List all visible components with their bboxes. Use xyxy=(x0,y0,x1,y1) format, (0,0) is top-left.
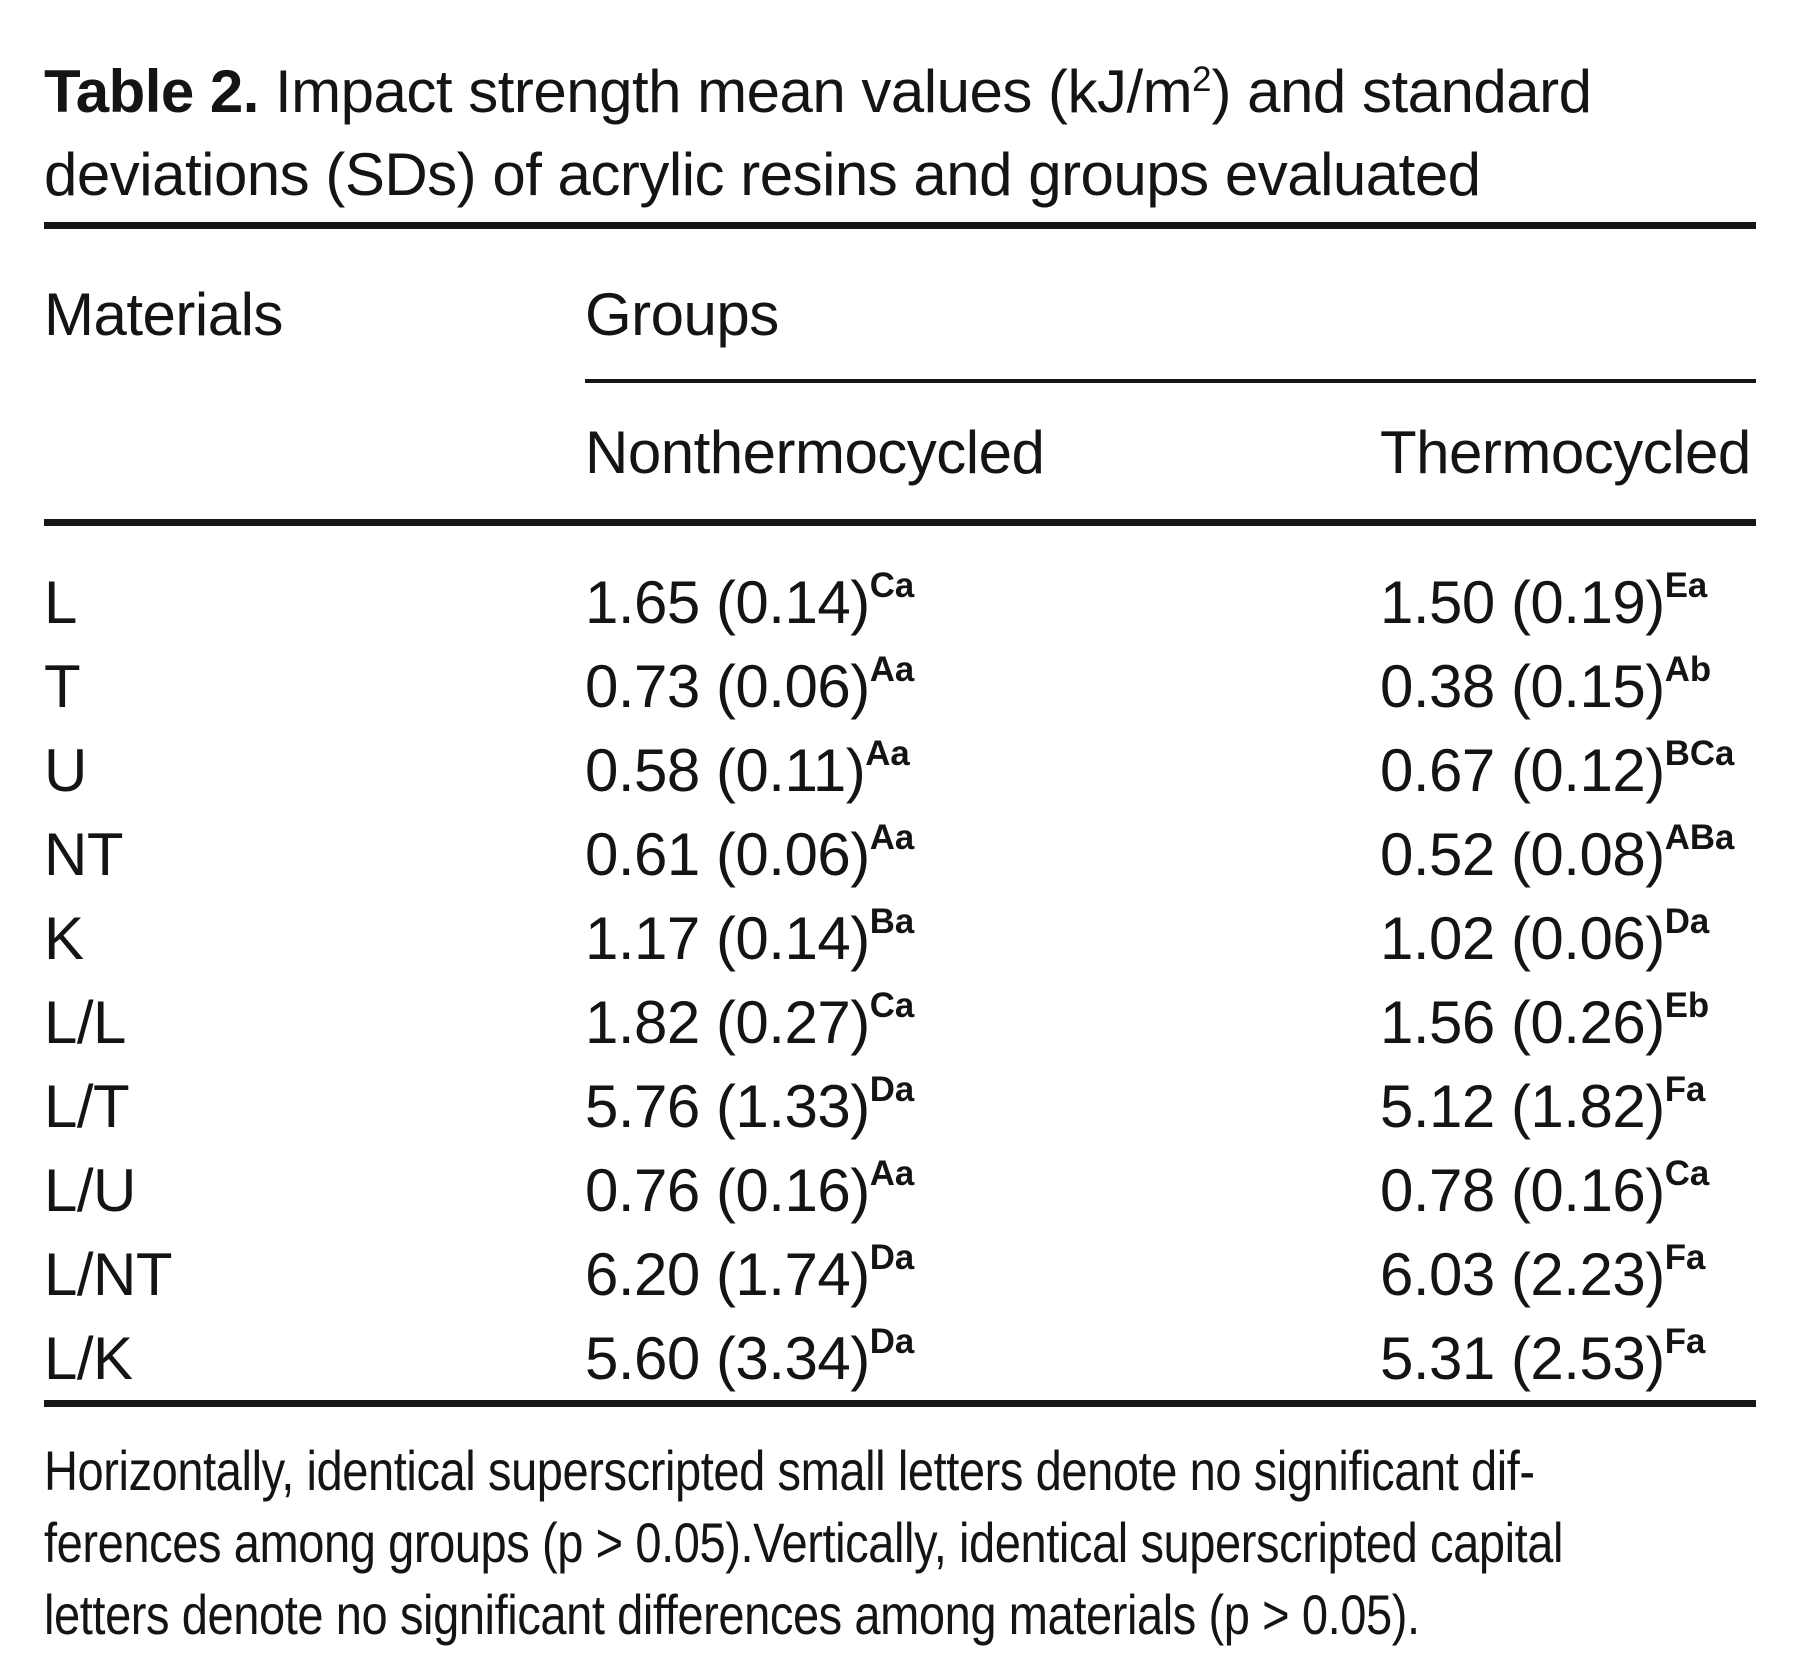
significance-superscript: Da xyxy=(869,1322,915,1362)
thermocycled-value: 1.50 (0.19)Ea xyxy=(1380,566,1708,636)
caption-text-post-sup: ) and standard xyxy=(1211,58,1592,125)
significance-superscript: Aa xyxy=(869,650,915,690)
nonthermocycled-value: 0.61 (0.06)Aa xyxy=(585,818,915,888)
footnote-line: ferences among groups (p > 0.05).Vertica… xyxy=(44,1511,1564,1574)
table-number-label: Table 2. xyxy=(44,58,259,125)
nonthermocycled-value: 0.73 (0.06)Aa xyxy=(585,650,915,720)
material-label: L/L xyxy=(44,988,126,1056)
significance-superscript: Ea xyxy=(1664,566,1708,606)
table-row: L/NT 6.20 (1.74)Da 6.03 (2.23)Fa xyxy=(44,1232,1756,1316)
nonthermocycled-value: 0.58 (0.11)Aa xyxy=(585,734,910,804)
subheader-thermocycled: Thermocycled xyxy=(1380,419,1751,486)
table-row: U 0.58 (0.11)Aa 0.67 (0.12)BCa xyxy=(44,728,1756,812)
groups-spanner-rule xyxy=(585,379,1756,383)
significance-superscript: Fa xyxy=(1664,1070,1706,1110)
nonthermocycled-value: 6.20 (1.74)Da xyxy=(585,1238,915,1308)
materials-column-header: Materials xyxy=(44,281,283,348)
thermocycled-value: 1.02 (0.06)Da xyxy=(1380,902,1710,972)
thermocycled-value: 5.31 (2.53)Fa xyxy=(1380,1322,1706,1392)
significance-superscript: Ca xyxy=(869,566,915,606)
table-row: L/T 5.76 (1.33)Da 5.12 (1.82)Fa xyxy=(44,1064,1756,1148)
material-label: T xyxy=(44,652,81,720)
significance-superscript: Da xyxy=(869,1238,915,1278)
groups-column-header: Groups xyxy=(585,281,779,348)
table-footnote: Horizontally, identical superscripted sm… xyxy=(44,1435,1756,1651)
significance-superscript: Ca xyxy=(869,986,915,1026)
caption-text-pre-sup: Impact strength mean values (kJ/m xyxy=(274,58,1193,125)
footnote-line: Horizontally, identical superscripted sm… xyxy=(44,1439,1535,1502)
table-caption-line1: Table 2. Impact strength mean values (kJ/… xyxy=(44,38,1756,133)
significance-superscript: ABa xyxy=(1664,818,1735,858)
groups-header-block: Groups Nonthermocycled Thermocycled xyxy=(585,229,1756,519)
significance-superscript: Aa xyxy=(869,1154,915,1194)
material-label: L/K xyxy=(44,1324,133,1392)
significance-superscript: Da xyxy=(869,1070,915,1110)
table-header: Materials Groups Nonthermocycled Thermoc… xyxy=(44,229,1756,519)
material-label: L/U xyxy=(44,1156,136,1224)
thermocycled-value: 5.12 (1.82)Fa xyxy=(1380,1070,1706,1140)
significance-superscript: Eb xyxy=(1664,986,1710,1026)
material-label: K xyxy=(44,904,84,972)
significance-superscript: BCa xyxy=(1664,734,1735,774)
thermocycled-value: 0.78 (0.16)Ca xyxy=(1380,1154,1710,1224)
nonthermocycled-value: 0.76 (0.16)Aa xyxy=(585,1154,915,1224)
material-label: L/NT xyxy=(44,1240,173,1308)
table-caption: Table 2. Impact strength mean values (kJ/… xyxy=(44,38,1756,216)
significance-superscript: Aa xyxy=(869,818,915,858)
table-row: K 1.17 (0.14)Ba 1.02 (0.06)Da xyxy=(44,896,1756,980)
significance-superscript: Ab xyxy=(1664,650,1712,690)
thermocycled-value: 0.52 (0.08)ABa xyxy=(1380,818,1735,888)
thermocycled-value: 0.67 (0.12)BCa xyxy=(1380,734,1735,804)
material-label: L/T xyxy=(44,1072,130,1140)
table-bottom-rule xyxy=(44,1400,1756,1407)
subheader-nonthermocycled: Nonthermocycled xyxy=(585,419,1045,486)
footnote-line: letters denote no significant difference… xyxy=(44,1583,1420,1646)
material-label: L xyxy=(44,568,77,636)
significance-superscript: Fa xyxy=(1664,1238,1706,1278)
nonthermocycled-value: 5.60 (3.34)Da xyxy=(585,1322,915,1392)
thermocycled-value: 6.03 (2.23)Fa xyxy=(1380,1238,1706,1308)
group-subheaders: Nonthermocycled Thermocycled xyxy=(585,383,1756,519)
material-label: NT xyxy=(44,820,123,888)
caption-superscript-2: 2 xyxy=(1192,60,1212,99)
significance-superscript: Fa xyxy=(1664,1322,1706,1362)
table-top-rule xyxy=(44,222,1756,229)
table-body: L 1.65 (0.14)Ca 1.50 (0.19)Ea T 0.73 (0.… xyxy=(44,526,1756,1400)
table-caption-line2: deviations (SDs) of acrylic resins and g… xyxy=(44,141,1481,208)
thermocycled-value: 1.56 (0.26)Eb xyxy=(1380,986,1710,1056)
nonthermocycled-value: 5.76 (1.33)Da xyxy=(585,1070,915,1140)
thermocycled-value: 0.38 (0.15)Ab xyxy=(1380,650,1712,720)
significance-superscript: Ca xyxy=(1664,1154,1710,1194)
nonthermocycled-value: 1.82 (0.27)Ca xyxy=(585,986,915,1056)
table-row: NT 0.61 (0.06)Aa 0.52 (0.08)ABa xyxy=(44,812,1756,896)
table-row: L/U 0.76 (0.16)Aa 0.78 (0.16)Ca xyxy=(44,1148,1756,1232)
significance-superscript: Aa xyxy=(865,734,910,774)
significance-superscript: Da xyxy=(1664,902,1710,942)
table-row: T 0.73 (0.06)Aa 0.38 (0.15)Ab xyxy=(44,644,1756,728)
nonthermocycled-value: 1.17 (0.14)Ba xyxy=(585,902,915,972)
table-row: L/L 1.82 (0.27)Ca 1.56 (0.26)Eb xyxy=(44,980,1756,1064)
table-row: L 1.65 (0.14)Ca 1.50 (0.19)Ea xyxy=(44,560,1756,644)
table-row: L/K 5.60 (3.34)Da 5.31 (2.53)Fa xyxy=(44,1316,1756,1400)
nonthermocycled-value: 1.65 (0.14)Ca xyxy=(585,566,915,636)
significance-superscript: Ba xyxy=(869,902,915,942)
material-label: U xyxy=(44,736,87,804)
table-header-rule xyxy=(44,519,1756,526)
